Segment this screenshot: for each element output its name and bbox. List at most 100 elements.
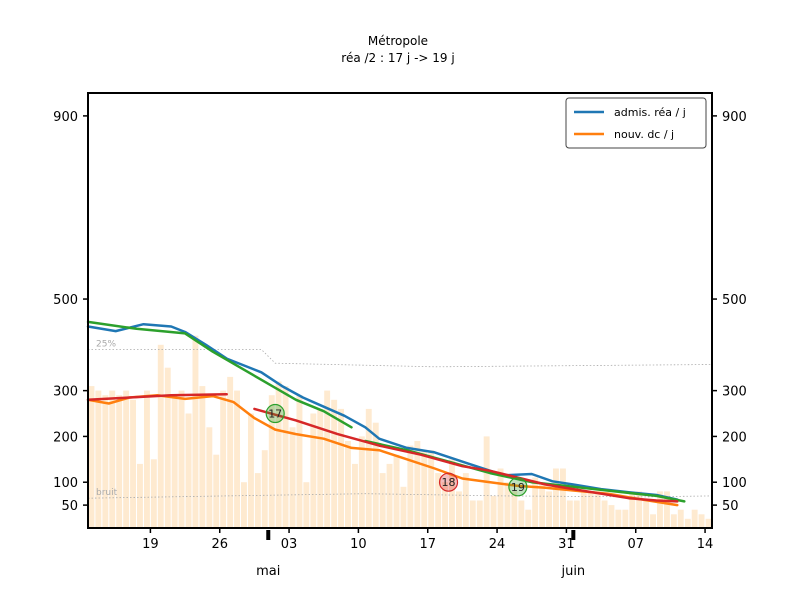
bar — [462, 473, 469, 528]
y-tick-label-left: 200 — [53, 430, 78, 445]
bar — [601, 500, 608, 528]
bar — [324, 390, 331, 528]
y-tick-label-left: 100 — [53, 476, 78, 491]
bar — [317, 408, 324, 528]
marker-circle — [508, 477, 528, 497]
bar — [338, 408, 344, 528]
bar — [241, 482, 247, 528]
bar — [400, 486, 407, 528]
x-tick-label: 24 — [489, 537, 506, 552]
series-line — [86, 322, 679, 501]
bar — [664, 491, 670, 528]
bar — [705, 518, 712, 528]
y-tick-label-left: 500 — [53, 293, 78, 308]
bar — [254, 473, 261, 528]
bar — [407, 445, 414, 528]
series-line — [86, 393, 228, 402]
bar — [102, 395, 109, 528]
bar — [130, 399, 136, 528]
bar — [442, 482, 448, 528]
marker-circle — [265, 403, 285, 424]
month-label: mai — [256, 564, 280, 579]
legend-label: admis. réa / j — [614, 106, 686, 119]
bar — [511, 491, 518, 528]
bar — [206, 427, 213, 528]
bar — [95, 390, 102, 528]
legend-label: nouv. dc / j — [614, 128, 674, 141]
bar — [677, 509, 684, 528]
bar — [504, 482, 511, 528]
bar — [684, 518, 691, 528]
bar — [352, 463, 358, 528]
x-tick-label: 14 — [697, 537, 714, 552]
bar — [234, 390, 240, 528]
bar — [268, 395, 275, 528]
bar — [615, 509, 622, 528]
y-tick-label-right: 200 — [722, 430, 747, 445]
reference-label: 25% — [96, 339, 116, 349]
reference-label: bruit — [96, 488, 118, 498]
bar — [650, 514, 656, 528]
bar — [178, 390, 185, 528]
bar — [643, 500, 650, 528]
bar — [372, 422, 379, 528]
bar — [331, 399, 338, 528]
bar — [469, 500, 476, 528]
plot-frame — [87, 92, 713, 529]
bar — [594, 491, 601, 528]
x-tick-label: 17 — [419, 537, 436, 552]
y-tick-label-right: 300 — [722, 385, 747, 400]
bar — [657, 491, 663, 528]
legend-box — [565, 97, 707, 149]
bar — [393, 454, 400, 528]
y-tick-label-left: 900 — [53, 110, 78, 125]
bar — [150, 459, 157, 528]
y-tick-label-right: 50 — [722, 499, 739, 514]
bar — [248, 413, 254, 528]
bar — [116, 395, 123, 528]
bar — [345, 441, 351, 528]
bar — [497, 468, 504, 528]
bar — [435, 473, 442, 528]
bar — [213, 454, 220, 528]
y-tick-label-right: 100 — [722, 476, 747, 491]
x-tick-label: 10 — [350, 537, 367, 552]
bar — [164, 367, 171, 528]
bar — [553, 468, 559, 528]
bar — [220, 390, 227, 528]
bar — [490, 495, 497, 528]
bar — [109, 390, 116, 528]
x-tick-label: 19 — [142, 537, 159, 552]
series-line — [253, 407, 679, 503]
month-label: juin — [560, 564, 585, 579]
month-tick — [266, 530, 271, 540]
x-tick-label: 03 — [281, 537, 298, 552]
bar — [137, 463, 143, 528]
marker-label: 19 — [511, 481, 525, 494]
bar — [608, 505, 615, 528]
bar — [144, 390, 150, 528]
reference-line — [88, 349, 713, 368]
marker-label: 18 — [442, 476, 456, 489]
bar — [546, 491, 552, 528]
bar — [192, 335, 199, 528]
marker-label: 17 — [268, 408, 282, 421]
bar — [691, 509, 698, 528]
bar — [303, 482, 310, 528]
bar — [275, 381, 282, 528]
y-tick-label-left: 50 — [61, 499, 78, 514]
bar — [670, 514, 677, 528]
bar — [428, 450, 435, 528]
bar — [566, 500, 573, 528]
month-tick — [571, 530, 576, 540]
x-tick-label: 26 — [211, 537, 228, 552]
bar — [282, 386, 289, 528]
plot-area: 25% bruit 17 18 19 50 50 100 100 200 200 300 300 500 5… — [53, 92, 747, 579]
y-tick-label-right: 900 — [722, 110, 747, 125]
bar — [365, 408, 372, 528]
x-tick-label: 31 — [558, 537, 575, 552]
bar — [88, 386, 95, 528]
bar — [580, 491, 587, 528]
bar — [456, 491, 462, 528]
bar — [185, 413, 192, 528]
